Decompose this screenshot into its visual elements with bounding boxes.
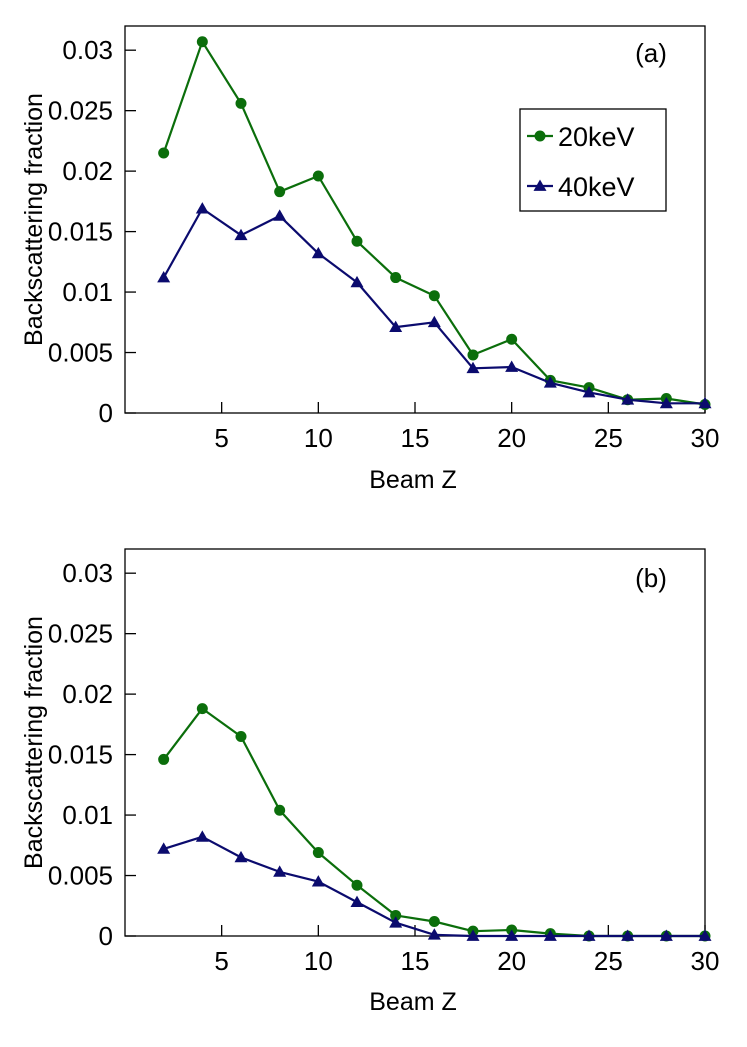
data-point-40keV bbox=[466, 929, 480, 941]
y-axis-title: Backscattering fraction bbox=[20, 93, 48, 346]
data-point-40keV bbox=[427, 928, 441, 940]
data-point-40keV bbox=[157, 842, 171, 854]
data-point-40keV bbox=[505, 360, 519, 372]
data-point-40keV bbox=[350, 275, 364, 288]
data-point-40keV bbox=[698, 396, 712, 409]
data-point-20keV bbox=[390, 909, 402, 921]
legend-marker-20keV bbox=[534, 130, 546, 142]
data-point-20keV bbox=[390, 272, 402, 284]
y-tick-label: 0.02 bbox=[62, 156, 113, 186]
y-tick-label: 0.01 bbox=[62, 800, 113, 830]
data-point-20keV bbox=[196, 703, 208, 715]
data-point-20keV bbox=[235, 730, 247, 742]
chart-panel-1: 0 0.005 0.01 0.015 0.02 0.025 0.03 5 10 15 20 25 30 B… bbox=[20, 25, 720, 494]
data-point-40keV bbox=[621, 929, 635, 941]
y-tick-label: 0.015 bbox=[48, 217, 113, 247]
data-point-20keV bbox=[235, 97, 247, 109]
y-tick-label: 0.03 bbox=[62, 35, 113, 65]
data-point-40keV bbox=[621, 393, 635, 405]
x-tick-label: 5 bbox=[214, 946, 228, 976]
y-tick-label: 0 bbox=[99, 398, 113, 428]
x-tick-label: 20 bbox=[497, 423, 526, 453]
x-tick-label: 25 bbox=[594, 423, 623, 453]
series-line-20keV bbox=[162, 40, 706, 406]
data-point-40keV bbox=[698, 929, 712, 941]
data-point-40keV bbox=[466, 361, 480, 374]
data-point-20keV bbox=[506, 333, 518, 345]
chart-panel-2: 0 0.005 0.01 0.015 0.02 0.025 0.03 5 10 15 20 25 30 B… bbox=[20, 548, 720, 1016]
legend-box bbox=[519, 108, 667, 212]
legend: 20keV 40keV bbox=[519, 108, 667, 212]
data-point-40keV bbox=[195, 830, 209, 842]
data-point-20keV bbox=[158, 753, 170, 765]
data-point-20keV bbox=[467, 349, 479, 361]
y-tick-label: 0.02 bbox=[62, 679, 113, 709]
data-point-40keV bbox=[234, 228, 248, 241]
y-axis-title: Backscattering fraction bbox=[20, 616, 48, 869]
panel-label: (a) bbox=[635, 38, 667, 68]
x-tick-label: 10 bbox=[304, 946, 333, 976]
y-tick-label: 0.025 bbox=[48, 96, 113, 126]
x-tick-label: 15 bbox=[401, 946, 430, 976]
data-point-40keV bbox=[234, 850, 248, 863]
legend-label-40keV: 40keV bbox=[558, 172, 635, 202]
series-line-20keV bbox=[162, 707, 705, 938]
series-40keV bbox=[157, 830, 712, 941]
series-40keV bbox=[157, 202, 712, 409]
data-point-40keV bbox=[311, 246, 325, 259]
x-tick-label: 30 bbox=[691, 946, 720, 976]
y-tick-label: 0.03 bbox=[62, 558, 113, 588]
data-point-20keV bbox=[312, 170, 324, 182]
y-tick-label: 0.015 bbox=[48, 740, 113, 770]
data-point-40keV bbox=[582, 929, 596, 941]
data-point-20keV bbox=[428, 915, 440, 927]
y-tick-label: 0.025 bbox=[48, 619, 113, 649]
data-point-40keV bbox=[273, 865, 287, 877]
legend-marker-40keV bbox=[533, 179, 547, 191]
legend-label-20keV: 20keV bbox=[558, 122, 635, 152]
data-point-40keV bbox=[505, 929, 519, 941]
data-point-40keV bbox=[157, 271, 171, 283]
series-20keV bbox=[158, 703, 711, 942]
data-point-40keV bbox=[350, 895, 364, 908]
x-tick-label: 5 bbox=[214, 423, 228, 453]
plot-frame bbox=[124, 548, 706, 937]
data-point-20keV bbox=[196, 36, 208, 48]
data-point-20keV bbox=[351, 879, 363, 891]
x-tick-label: 10 bbox=[304, 423, 333, 453]
y-tick-label: 0.005 bbox=[48, 338, 113, 368]
data-point-40keV bbox=[389, 320, 403, 333]
data-point-40keV bbox=[389, 916, 403, 928]
x-tick-label: 20 bbox=[497, 946, 526, 976]
series-20keV bbox=[158, 36, 711, 411]
x-tick-label: 15 bbox=[401, 423, 430, 453]
panel-label: (b) bbox=[635, 563, 667, 593]
x-tick-label: 25 bbox=[594, 946, 623, 976]
data-point-40keV bbox=[659, 929, 673, 941]
data-point-20keV bbox=[428, 290, 440, 302]
data-point-20keV bbox=[351, 235, 363, 247]
data-point-20keV bbox=[274, 186, 286, 198]
data-point-40keV bbox=[273, 209, 287, 221]
data-point-20keV bbox=[312, 847, 324, 859]
data-point-40keV bbox=[311, 875, 325, 887]
y-tick-label: 0 bbox=[99, 921, 113, 951]
data-point-20keV bbox=[158, 147, 170, 159]
data-point-40keV bbox=[543, 929, 557, 941]
data-point-40keV bbox=[659, 396, 673, 409]
data-point-40keV bbox=[543, 376, 557, 388]
data-point-40keV bbox=[582, 385, 596, 398]
data-point-40keV bbox=[195, 202, 209, 214]
plot-frame bbox=[124, 25, 706, 414]
y-tick-label: 0.005 bbox=[48, 861, 113, 891]
x-axis-title: Beam Z bbox=[369, 988, 457, 1016]
data-point-20keV bbox=[274, 804, 286, 816]
data-point-40keV bbox=[427, 315, 441, 328]
x-tick-label: 30 bbox=[691, 423, 720, 453]
y-tick-label: 0.01 bbox=[62, 277, 113, 307]
x-axis-title: Beam Z bbox=[369, 466, 457, 494]
